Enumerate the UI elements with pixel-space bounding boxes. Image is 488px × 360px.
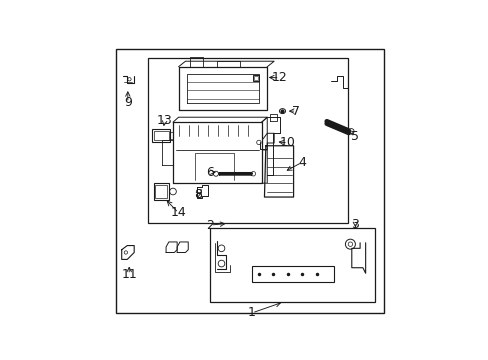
Bar — [148, 58, 347, 223]
Bar — [253, 76, 258, 80]
Text: 7: 7 — [292, 105, 300, 118]
Text: 10: 10 — [280, 136, 295, 149]
Text: 12: 12 — [271, 71, 287, 84]
Text: 2: 2 — [206, 219, 214, 231]
Bar — [170, 132, 173, 139]
Text: 4: 4 — [297, 156, 305, 169]
Text: 6: 6 — [206, 166, 214, 179]
Bar — [210, 228, 375, 302]
Text: 9: 9 — [123, 96, 131, 109]
Bar — [251, 266, 333, 282]
Bar — [253, 75, 259, 81]
Text: 11: 11 — [121, 268, 137, 281]
Text: 14: 14 — [170, 206, 186, 219]
Bar — [152, 129, 170, 141]
Text: 13: 13 — [157, 114, 172, 127]
Text: 3: 3 — [351, 218, 359, 231]
Text: 5: 5 — [350, 130, 358, 143]
Text: 8: 8 — [194, 188, 202, 201]
Bar — [153, 183, 168, 200]
Bar — [155, 185, 167, 198]
Text: 1: 1 — [247, 306, 255, 319]
Bar — [153, 131, 168, 140]
